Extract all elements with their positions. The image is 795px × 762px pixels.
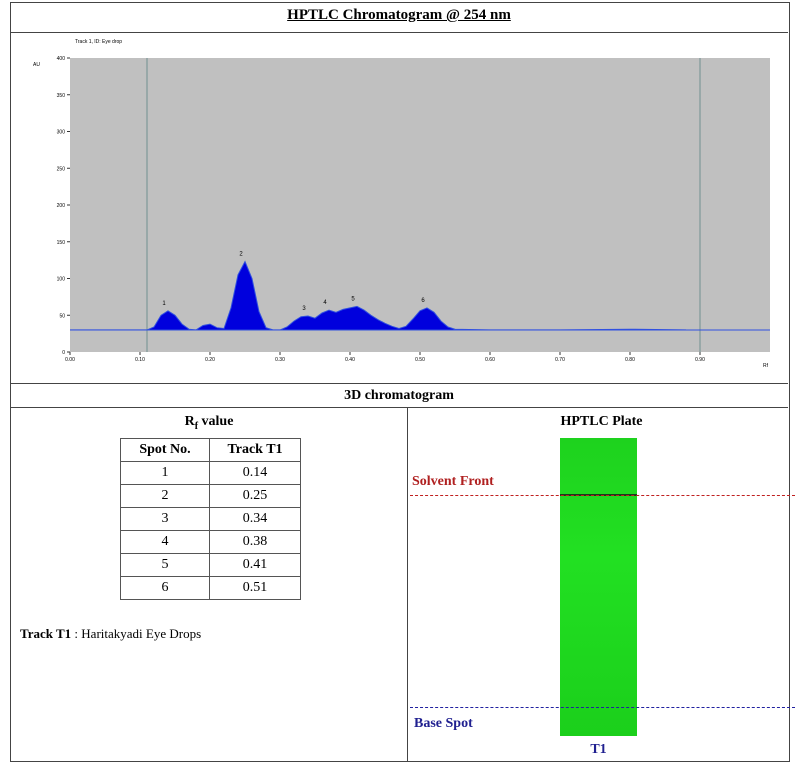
table-cell: 0.51 bbox=[210, 577, 301, 600]
table-cell: 0.41 bbox=[210, 554, 301, 577]
x-tick-label: 0.40 bbox=[345, 357, 355, 363]
x-tick-label: 0.30 bbox=[275, 357, 285, 363]
x-tick-label: 0.20 bbox=[205, 357, 215, 363]
table-cell: 4 bbox=[121, 531, 210, 554]
page: HPTLC Chromatogram @ 254 nm Track 1, ID:… bbox=[0, 0, 795, 762]
table-cell: 2 bbox=[121, 485, 210, 508]
table-cell: 0.25 bbox=[210, 485, 301, 508]
x-tick-label: 0.10 bbox=[135, 357, 145, 363]
x-tick-label: 0.80 bbox=[625, 357, 635, 363]
divider bbox=[407, 407, 408, 762]
table-cell: 1 bbox=[121, 462, 210, 485]
chromatogram: Track 1, ID: Eye drop AU Rf 0 50 100 150 200 250… bbox=[11, 33, 787, 383]
solvent-front-label: Solvent Front bbox=[412, 474, 494, 490]
base-spot-label: Base Spot bbox=[414, 716, 473, 732]
y-tick-label: 250 bbox=[57, 166, 66, 172]
table-cell: 0.34 bbox=[210, 508, 301, 531]
x-label: Rf bbox=[763, 363, 769, 369]
base-line bbox=[410, 707, 795, 708]
table-cell: 6 bbox=[121, 577, 210, 600]
table-cell: 5 bbox=[121, 554, 210, 577]
column-header: Spot No. bbox=[121, 439, 210, 462]
x-tick-label: 0.60 bbox=[485, 357, 495, 363]
note-text: : Haritakyadi Eye Drops bbox=[71, 626, 201, 641]
y-tick-label: 150 bbox=[57, 240, 66, 246]
y-tick-label: 100 bbox=[57, 277, 66, 283]
x-tick-label: 0.70 bbox=[555, 357, 565, 363]
note-label: Track T1 bbox=[20, 626, 71, 641]
track-label: T1 bbox=[560, 742, 637, 758]
rf-heading-rest: value bbox=[198, 414, 233, 429]
x-tick-label: 0.50 bbox=[415, 357, 425, 363]
table-cell: 0.14 bbox=[210, 462, 301, 485]
divider bbox=[10, 407, 788, 408]
table-cell: 3 bbox=[121, 508, 210, 531]
y-tick-label: 300 bbox=[57, 130, 66, 136]
table-cell: 0.38 bbox=[210, 531, 301, 554]
table-header-row: Spot No.Track T1 bbox=[121, 439, 301, 462]
solvent-line bbox=[410, 495, 795, 496]
x-tick-label: 0.00 bbox=[65, 357, 75, 363]
x-tick-label: 0.90 bbox=[695, 357, 705, 363]
header-title: HPTLC Chromatogram @ 254 nm bbox=[10, 7, 788, 24]
y-tick-label: 400 bbox=[57, 56, 66, 62]
y-label: AU bbox=[33, 62, 40, 68]
divider bbox=[10, 383, 788, 384]
plate-title: HPTLC Plate bbox=[408, 414, 795, 430]
column-header: Track T1 bbox=[210, 439, 301, 462]
y-tick-label: 200 bbox=[57, 203, 66, 209]
section-title: 3D chromatogram bbox=[10, 388, 788, 404]
y-tick-label: 0 bbox=[62, 350, 65, 356]
plate bbox=[560, 438, 637, 736]
rf-heading: Rf value bbox=[120, 414, 298, 432]
y-tick-label: 50 bbox=[59, 313, 65, 319]
note: Track T1 : Haritakyadi Eye Drops bbox=[20, 626, 201, 642]
rf-heading-main: R bbox=[185, 414, 195, 429]
y-tick-label: 350 bbox=[57, 93, 66, 99]
plot-area bbox=[70, 58, 770, 352]
chart-title: Track 1, ID: Eye drop bbox=[75, 39, 122, 45]
